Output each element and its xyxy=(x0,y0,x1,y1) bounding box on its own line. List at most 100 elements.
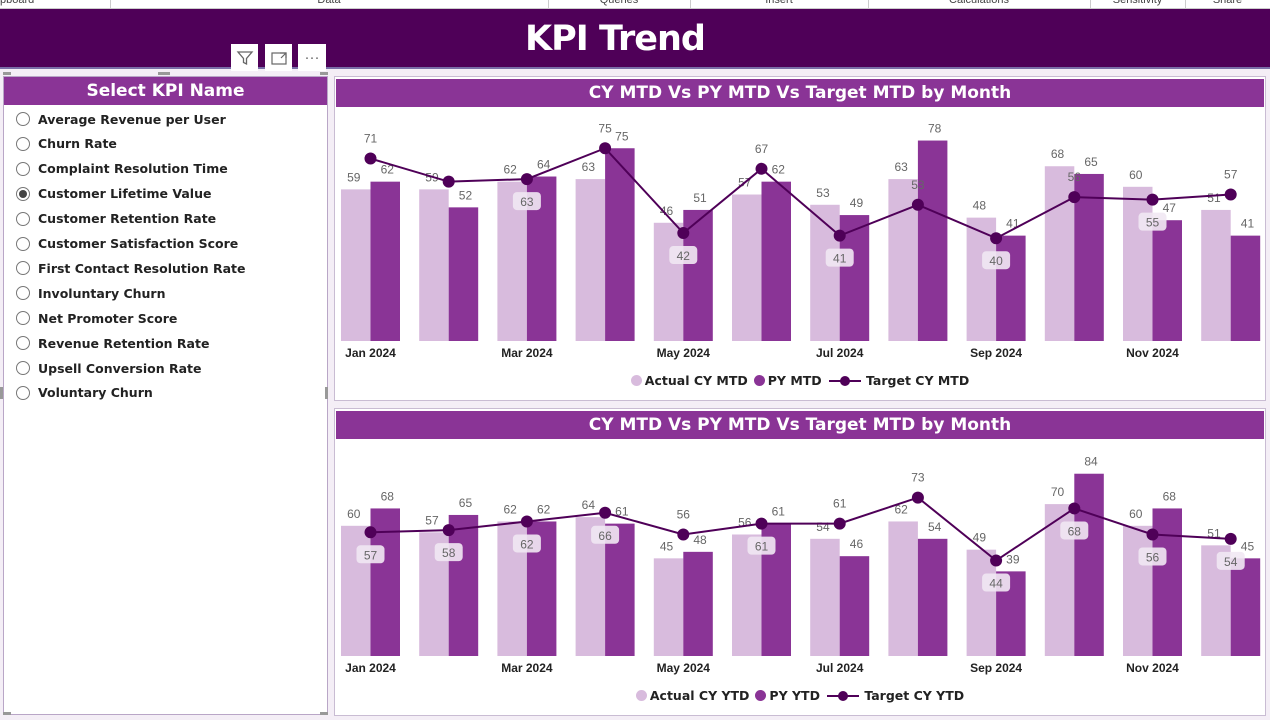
bar-actual xyxy=(575,179,606,341)
x-tick-label: Mar 2024 xyxy=(501,661,553,675)
bar-py xyxy=(761,181,791,341)
slicer-item[interactable]: Customer Satisfaction Score xyxy=(16,234,238,254)
radio-button-icon[interactable] xyxy=(16,211,30,226)
slicer-item[interactable]: Voluntary Churn xyxy=(16,383,153,403)
ribbon-group-label[interactable]: Calculations xyxy=(949,0,1009,6)
resize-handle[interactable] xyxy=(3,712,11,715)
data-label-target: 44 xyxy=(989,577,1003,591)
data-label-box xyxy=(1138,212,1167,231)
bar-py xyxy=(1152,220,1182,341)
radio-button-icon[interactable] xyxy=(16,161,30,176)
legend-item-target[interactable]: Target CY YTD xyxy=(826,688,964,703)
target-point xyxy=(442,175,455,188)
bar-py xyxy=(448,207,479,341)
radio-button-icon[interactable] xyxy=(16,136,30,151)
slicer-item[interactable]: Customer Lifetime Value xyxy=(16,184,211,204)
target-point xyxy=(755,162,768,175)
bar-actual xyxy=(732,534,762,656)
slicer-item-label: First Contact Resolution Rate xyxy=(38,260,246,276)
bar-actual xyxy=(1123,186,1153,341)
data-label-target: 56 xyxy=(1068,170,1082,184)
ribbon-group-label[interactable]: Queries xyxy=(599,0,639,6)
radio-button-icon[interactable] xyxy=(16,361,30,375)
target-point xyxy=(1146,528,1159,541)
ribbon-divider xyxy=(868,0,869,8)
x-tick-label: Jul 2024 xyxy=(816,346,864,360)
slicer-item[interactable]: First Contact Resolution Rate xyxy=(16,258,246,278)
ribbon-group-label[interactable]: Share xyxy=(1212,0,1243,6)
radio-button-icon[interactable] xyxy=(16,286,30,301)
data-label-target: 75 xyxy=(598,121,612,135)
filter-icon[interactable] xyxy=(231,44,258,71)
data-label-py: 62 xyxy=(772,163,786,177)
legend-dot-icon xyxy=(630,375,642,386)
data-label-actual: 53 xyxy=(816,186,830,200)
data-label-py: 41 xyxy=(1241,217,1255,231)
data-label-box xyxy=(982,573,1011,592)
ribbon-group-label[interactable]: Insert xyxy=(765,0,793,6)
ribbon-group-label[interactable]: Data xyxy=(317,0,341,6)
data-label-py: 65 xyxy=(459,496,473,510)
data-label-actual: 57 xyxy=(425,513,439,527)
ribbon-group-label[interactable]: pboard xyxy=(0,0,35,6)
data-label-actual: 46 xyxy=(660,204,674,218)
resize-handle[interactable] xyxy=(320,72,328,75)
x-tick-label: May 2024 xyxy=(657,346,711,360)
slicer-item-label: Upsell Conversion Rate xyxy=(38,360,202,376)
legend-item-actual[interactable]: Actual CY YTD xyxy=(635,688,749,703)
legend-item-actual[interactable]: Actual CY MTD xyxy=(630,373,748,388)
radio-button-icon[interactable] xyxy=(16,236,30,251)
data-label-target: 54 xyxy=(1224,555,1238,569)
data-label-actual: 59 xyxy=(347,170,361,184)
target-point xyxy=(599,506,612,519)
radio-button-icon[interactable] xyxy=(16,311,30,326)
resize-handle[interactable] xyxy=(320,712,328,715)
chart-legend: Actual CY MTD PY MTD Target CY MTD xyxy=(335,373,1265,388)
bar-actual xyxy=(966,549,997,656)
data-label-target: 68 xyxy=(1068,524,1082,538)
radio-button-icon[interactable] xyxy=(16,112,30,126)
legend-item-py[interactable]: PY YTD xyxy=(755,688,820,703)
slicer-item[interactable]: Revenue Retention Rate xyxy=(16,333,209,353)
bar-actual xyxy=(1044,166,1075,341)
radio-button-icon[interactable] xyxy=(16,336,30,351)
bar-actual xyxy=(341,189,371,341)
slicer-item[interactable]: Complaint Resolution Time xyxy=(16,159,228,179)
focus-mode-icon[interactable] xyxy=(265,44,292,71)
data-label-target: 63 xyxy=(520,195,534,209)
slicer-item[interactable]: Upsell Conversion Rate xyxy=(16,358,201,378)
data-label-py: 48 xyxy=(693,533,707,547)
data-label-py: 39 xyxy=(1006,552,1020,566)
target-point xyxy=(911,198,924,211)
more-options-icon[interactable]: ··· xyxy=(298,44,326,71)
resize-handle[interactable] xyxy=(325,387,328,399)
data-label-target: 71 xyxy=(364,132,378,146)
radio-button-icon[interactable] xyxy=(16,261,30,276)
target-point xyxy=(442,524,455,537)
data-label-actual: 62 xyxy=(503,502,517,516)
slicer-item[interactable]: Churn Rate xyxy=(16,134,117,154)
ribbon-group-label[interactable]: Sensitivity xyxy=(1112,0,1163,6)
bar-py xyxy=(605,148,635,341)
target-point xyxy=(520,515,533,528)
data-label-actual: 51 xyxy=(1207,191,1221,205)
target-point xyxy=(1224,532,1237,545)
ribbon-divider xyxy=(690,0,691,8)
legend-item-target[interactable]: Target CY MTD xyxy=(828,373,969,388)
radio-button-icon[interactable] xyxy=(16,186,30,201)
slicer-item-label: Churn Rate xyxy=(38,136,117,152)
resize-handle[interactable] xyxy=(3,72,11,75)
slicer-item[interactable]: Customer Retention Rate xyxy=(16,209,216,229)
data-label-py: 64 xyxy=(537,158,551,172)
slicer-item[interactable]: Net Promoter Score xyxy=(16,308,177,328)
slicer-item[interactable]: Involuntary Churn xyxy=(16,283,165,303)
target-point xyxy=(1146,193,1159,206)
radio-button-icon[interactable] xyxy=(16,385,30,400)
resize-handle[interactable] xyxy=(0,387,3,399)
data-label-target: 62 xyxy=(520,537,534,551)
resize-handle[interactable] xyxy=(158,72,170,75)
target-point xyxy=(990,554,1003,567)
legend-item-py[interactable]: PY MTD xyxy=(753,373,822,388)
data-label-target: 58 xyxy=(442,546,456,560)
slicer-item[interactable]: Average Revenue per User xyxy=(16,109,226,129)
